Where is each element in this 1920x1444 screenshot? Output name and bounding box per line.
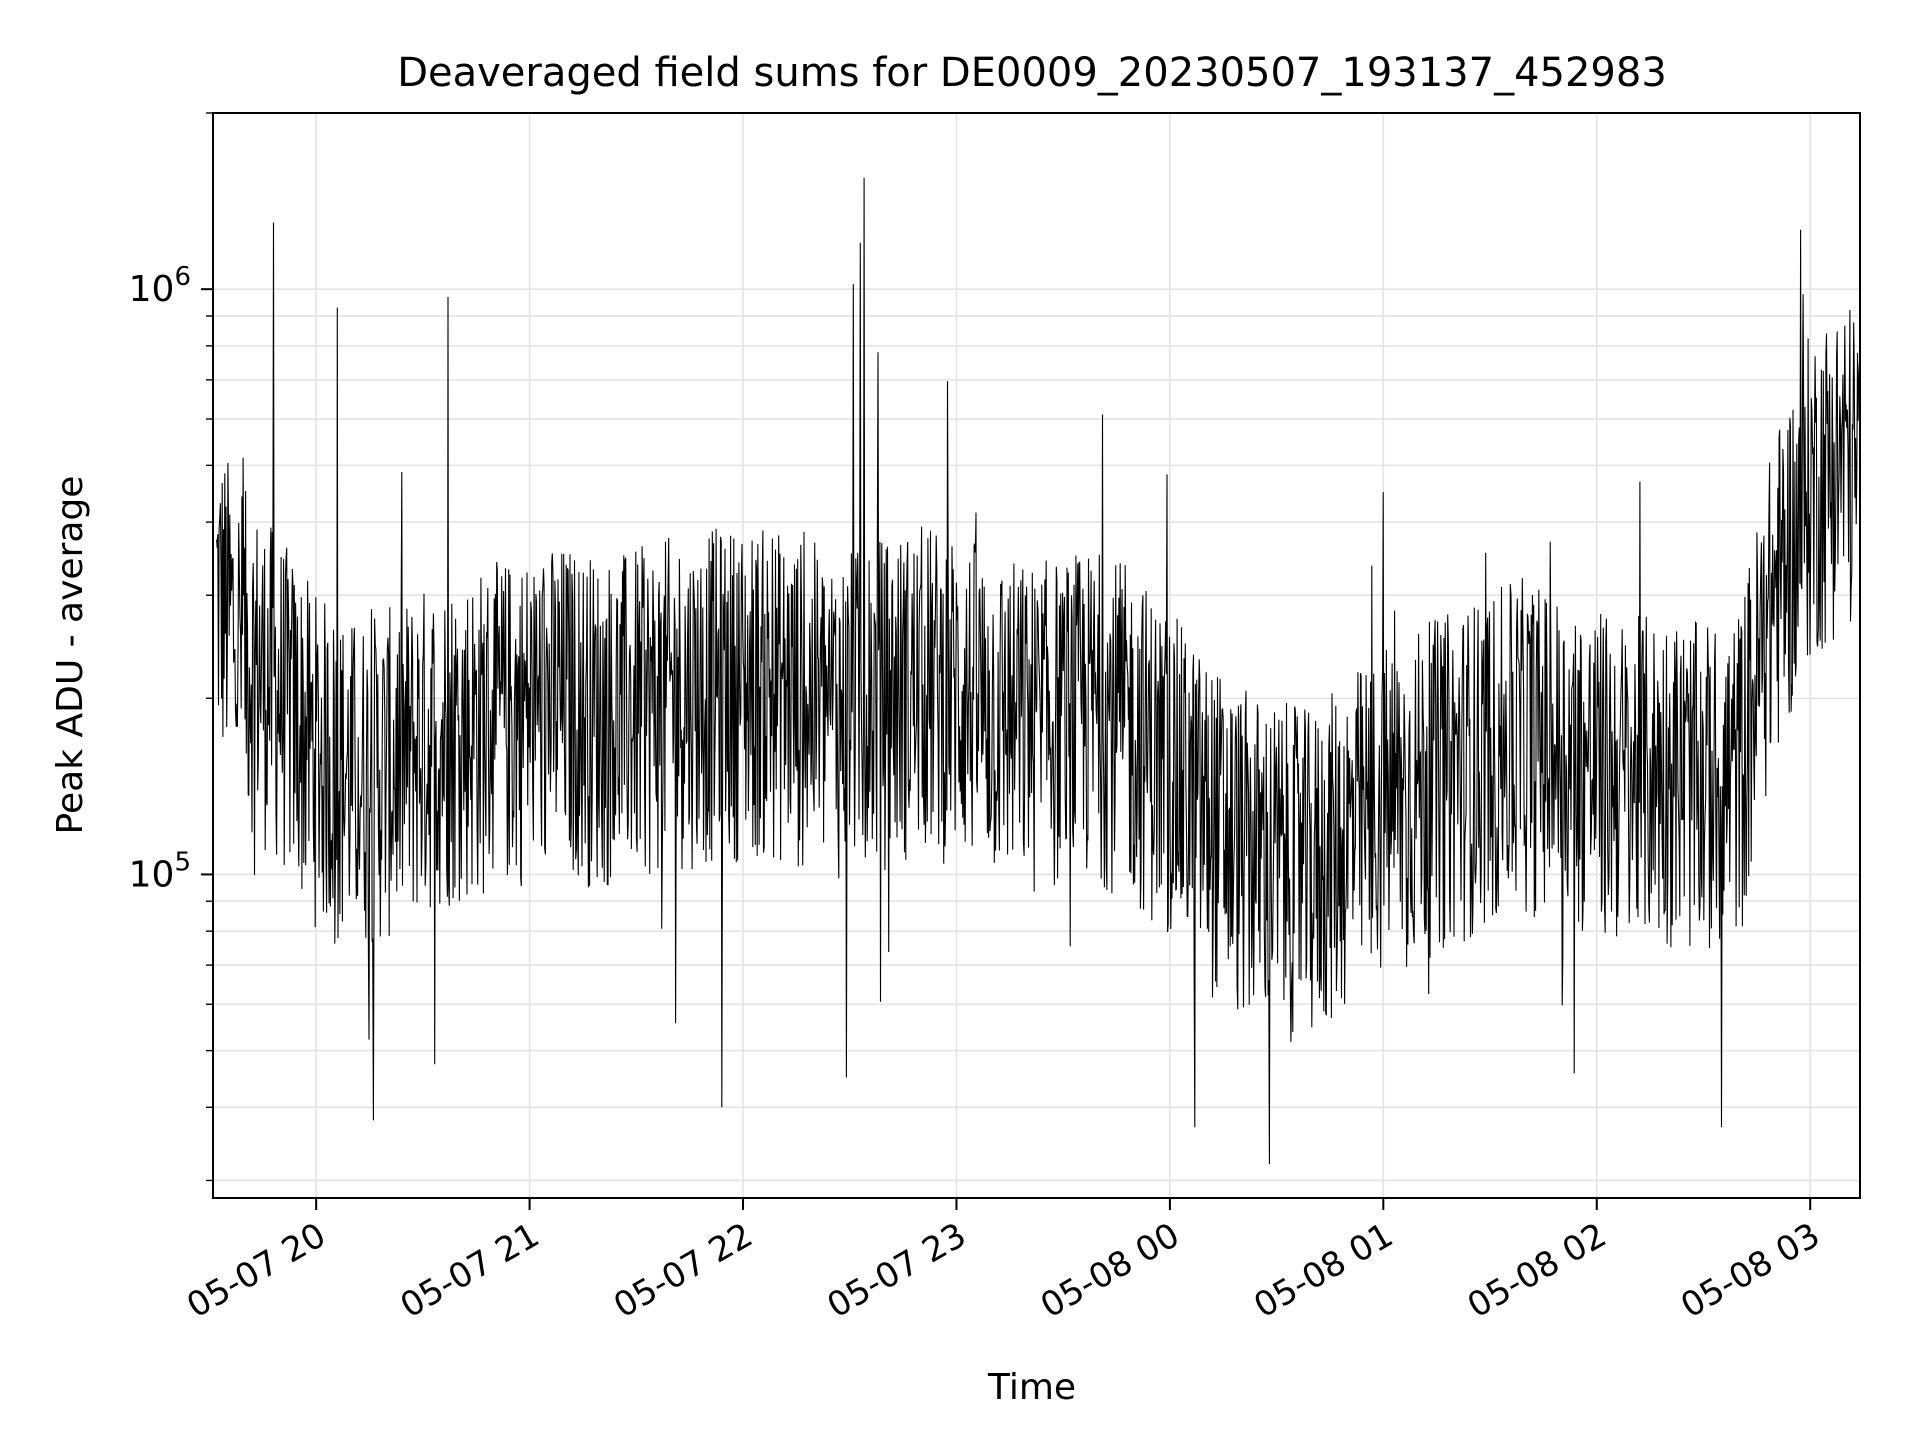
y-tick-label: 105 [129, 847, 191, 895]
plot-frame [212, 112, 1861, 1199]
series-line [216, 177, 1861, 1165]
data-series [216, 177, 1861, 1165]
grid-lines [213, 112, 1860, 1198]
chart-title: Deaveraged field sums for DE0009_2023050… [397, 50, 1667, 96]
x-axis-label: Time [987, 1367, 1076, 1408]
y-tick-label: 106 [129, 262, 191, 310]
y-axis-label: Peak ADU - average [50, 476, 91, 835]
